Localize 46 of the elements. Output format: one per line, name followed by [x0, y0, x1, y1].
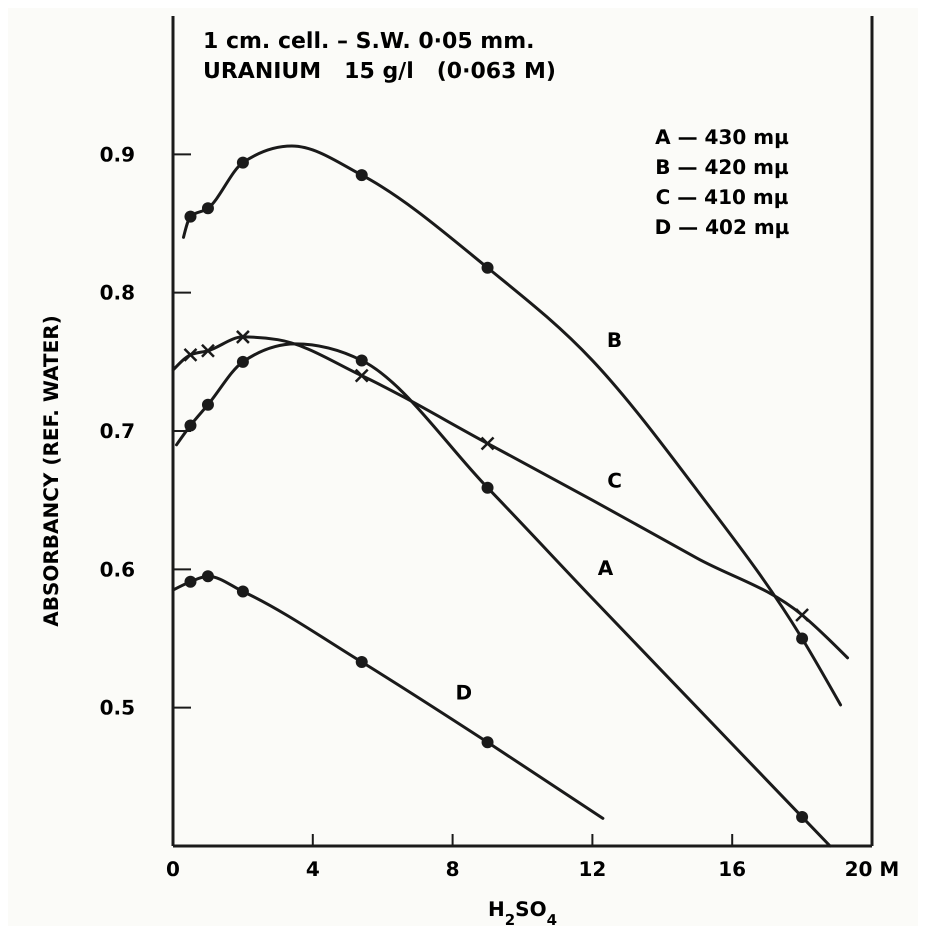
y-tick-label: 0.6: [100, 557, 135, 582]
point: [796, 632, 808, 644]
x-tick-label: 4: [306, 857, 320, 881]
point: [482, 736, 494, 748]
x-tick-label: 20 M: [844, 857, 900, 881]
x-tick-label: 16: [718, 857, 746, 881]
point: [794, 608, 810, 622]
series-label: B: [606, 328, 622, 352]
point: [236, 585, 249, 598]
x-axis-title: H$_{2}$SO$_{4}$: [488, 897, 558, 929]
y-axis-title: ABSORBANCY (REF. WATER): [39, 315, 63, 627]
point: [184, 210, 196, 223]
annotation: C — 410 mμ: [656, 185, 789, 209]
point: [202, 570, 214, 582]
series-label: C: [607, 468, 622, 493]
x-tick-label: 0: [166, 857, 180, 881]
y-tick-label: 0.7: [100, 419, 135, 443]
point: [356, 169, 368, 182]
y-tick-label: 0.8: [100, 280, 135, 305]
point: [236, 156, 249, 169]
point: [236, 330, 250, 344]
point: [356, 354, 368, 366]
annotation: A — 430 mμ: [655, 125, 790, 149]
point: [482, 262, 494, 274]
y-tick-label: 0.5: [100, 696, 135, 720]
point: [480, 436, 495, 451]
text: URANIUM 15 g/l (0·063 M): [203, 59, 556, 84]
point: [354, 368, 369, 383]
y-tick-label: 0.9: [100, 142, 135, 166]
point: [356, 656, 368, 668]
annotation: B — 420 mμ: [655, 155, 789, 179]
point: [796, 810, 808, 823]
point: [184, 576, 196, 588]
x-tick-label: 12: [578, 857, 606, 881]
text: 1 cm. cell. – S.W. 0·05 mm.: [203, 29, 535, 54]
point: [200, 344, 216, 358]
series-label: D: [456, 680, 472, 705]
point: [236, 356, 249, 368]
series-label: A: [598, 556, 614, 580]
annotation: D — 402 mμ: [654, 215, 790, 239]
point: [184, 419, 196, 432]
point: [202, 202, 214, 214]
point: [183, 348, 198, 362]
point: [482, 482, 494, 494]
point: [202, 398, 214, 411]
x-tick-label: 8: [446, 857, 460, 881]
